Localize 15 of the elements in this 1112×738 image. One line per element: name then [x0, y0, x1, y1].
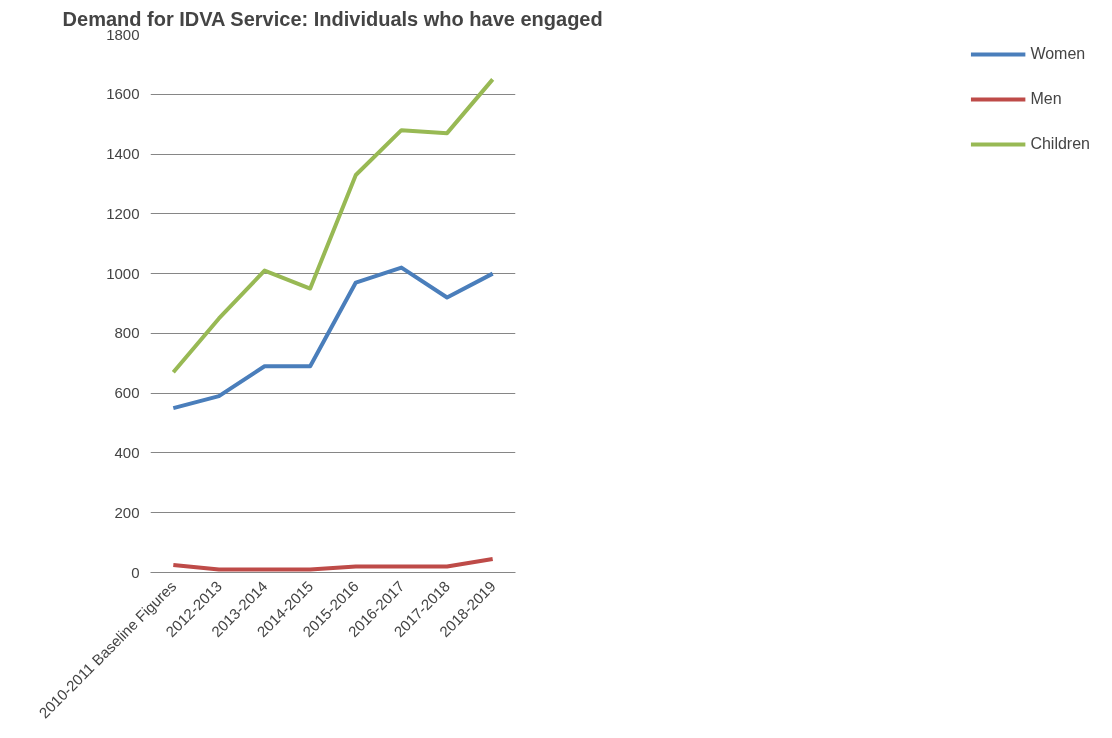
y-tick-label: 400	[114, 443, 140, 461]
y-tick-label: 1200	[106, 204, 140, 222]
y-tick-label: 600	[114, 384, 140, 402]
y-tick-label: 800	[114, 324, 140, 342]
line-series	[171, 77, 495, 375]
y-tick-label: 200	[114, 503, 140, 521]
legend-label: Women	[1030, 45, 1086, 63]
y-tick-label: 1600	[106, 85, 140, 103]
line-series	[171, 557, 495, 572]
legend-label: Children	[1030, 135, 1090, 153]
legend-label: Men	[1030, 90, 1062, 108]
y-tick-label: 1000	[106, 264, 140, 282]
line-series	[171, 265, 495, 411]
y-tick-label: 1400	[106, 145, 140, 163]
y-tick-label: 0	[131, 563, 140, 581]
